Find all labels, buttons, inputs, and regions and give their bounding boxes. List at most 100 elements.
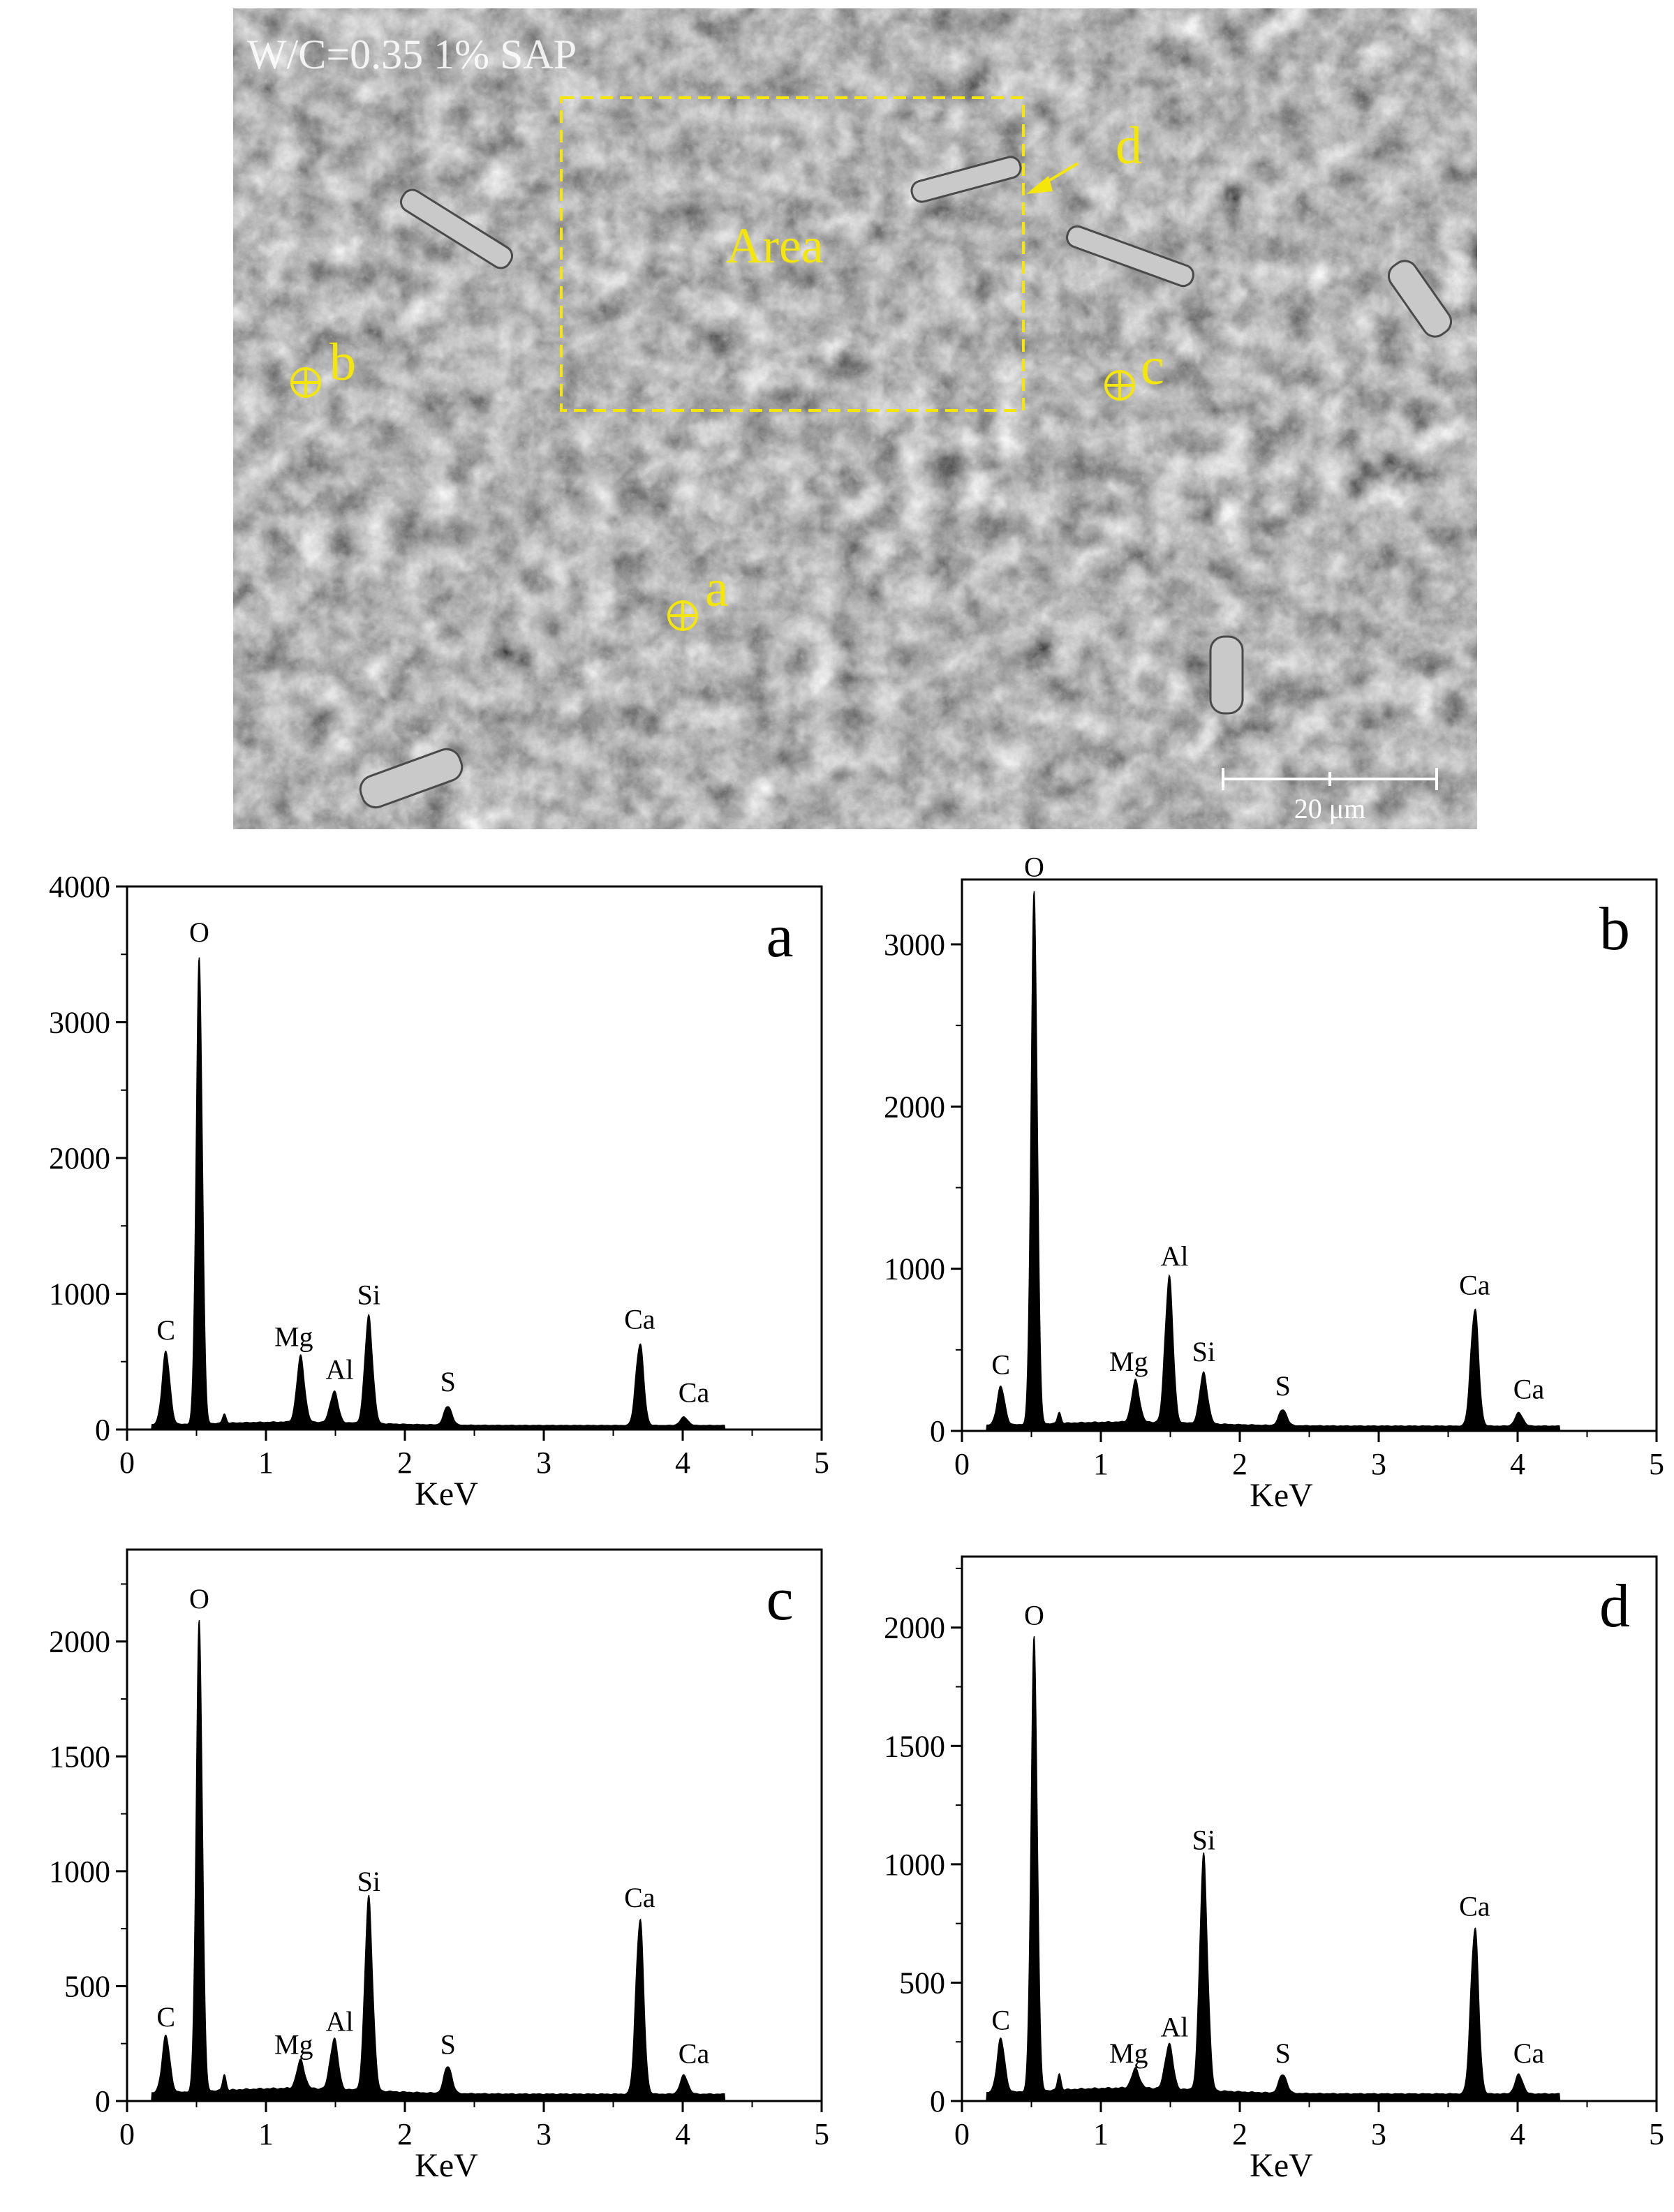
x-tick-label: 5 — [814, 2117, 829, 2151]
peak-label-o: O — [189, 916, 209, 948]
label-b: b — [329, 333, 356, 392]
x-tick-label: 4 — [1510, 2117, 1525, 2151]
label-d: d — [1116, 117, 1142, 175]
x-tick-label: 4 — [675, 2117, 690, 2151]
y-tick-label: 0 — [930, 2084, 945, 2118]
peak-label-s: S — [440, 1366, 456, 1397]
label-c: c — [1141, 337, 1164, 396]
x-tick-label: 4 — [675, 1446, 690, 1480]
sem-micrograph: Area a b c d W/C=0.35 1% SAP 20 μm — [233, 8, 1477, 829]
x-tick-label: 1 — [1093, 1447, 1109, 1481]
spectrum-area — [143, 1619, 766, 2102]
peak-label-mg: Mg — [274, 2029, 313, 2061]
panel-letter: a — [766, 903, 793, 970]
x-tick-label: 0 — [954, 2117, 970, 2151]
eds-spectrum-a: 0 1 2 3 4 5 0 1000 2000 3000 4000 KeV a C O Mg Al Si S Ca Ca — [0, 866, 838, 1529]
spectrum-area — [143, 957, 766, 1430]
sem-annotations — [290, 96, 1135, 631]
eds-spectrum-c: 0 1 2 3 4 5 0 500 1000 1500 2000 KeV c C O Mg Al Si S Ca Ca — [0, 1536, 838, 2209]
y-tick-label: 0 — [930, 1414, 945, 1448]
eds-spectrum-d: 0 1 2 3 4 5 0 500 1000 1500 2000 KeV d C O Mg Al Si S Ca Ca — [836, 1536, 1674, 2209]
peak-label-ca: Ca — [1459, 1270, 1490, 1301]
peak-label-s: S — [440, 2029, 456, 2061]
peak-label-ca: Ca — [679, 1376, 710, 1408]
scale-bar — [1222, 768, 1438, 790]
peak-label-ca: Ca — [1513, 1373, 1545, 1404]
plot-frame — [961, 878, 1658, 1432]
x-tick-label: 2 — [397, 1446, 413, 1480]
eds-spectrum-d-svg: 0 1 2 3 4 5 0 500 1000 1500 2000 KeV d C O Mg Al Si S Ca Ca — [884, 1555, 1664, 2184]
peak-label-o: O — [1024, 1599, 1044, 1631]
peak-label-ca: Ca — [624, 1303, 655, 1335]
peak-label-mg: Mg — [1109, 2037, 1148, 2069]
x-axis-title: KeV — [1250, 2147, 1313, 2184]
x-tick-label: 1 — [258, 1446, 274, 1480]
peak-label-al: Al — [326, 1353, 354, 1385]
eds-spectrum-b: 0 1 2 3 4 5 0 1000 2000 3000 KeV b C O Mg Al Si S Ca Ca — [836, 851, 1674, 1529]
peak-label-si: Si — [357, 1279, 380, 1310]
y-tick-label: 0 — [95, 2084, 110, 2118]
peak-label-o: O — [189, 1583, 209, 1615]
x-tick-label: 2 — [1232, 1447, 1247, 1481]
y-tick-label: 4000 — [49, 870, 110, 904]
x-tick-label: 3 — [536, 2117, 551, 2151]
label-area: Area — [726, 218, 824, 274]
peak-label-ca: Ca — [624, 1882, 655, 1913]
peak-label-s: S — [1275, 2037, 1291, 2069]
spectrum-area — [978, 1636, 1601, 2102]
x-tick-label: 1 — [258, 2117, 274, 2151]
y-tick-label: 500 — [64, 1969, 110, 2003]
spectrum-area — [978, 891, 1601, 1432]
crystal-rods — [359, 156, 1453, 809]
eds-spectrum-b-svg: 0 1 2 3 4 5 0 1000 2000 3000 KeV b C O Mg Al Si S Ca Ca — [884, 851, 1664, 1514]
peak-label-c: C — [156, 1314, 175, 1346]
peak-label-mg: Mg — [274, 1321, 313, 1353]
panel-letter: c — [766, 1566, 793, 1633]
x-tick-label: 5 — [814, 1446, 829, 1480]
panel-letter: d — [1599, 1573, 1630, 1640]
y-tick-label: 1000 — [884, 1252, 945, 1286]
y-tick-label: 1500 — [884, 1729, 945, 1763]
x-tick-label: 1 — [1093, 2117, 1109, 2151]
eds-spectrum-a-svg: 0 1 2 3 4 5 0 1000 2000 3000 4000 KeV a C O Mg Al Si S Ca Ca — [49, 870, 829, 1513]
peak-label-ca: Ca — [1459, 1891, 1490, 1922]
y-tick-label: 2000 — [49, 1141, 110, 1175]
peak-label-ca: Ca — [1513, 2037, 1545, 2069]
x-tick-label: 3 — [1371, 2117, 1386, 2151]
y-tick-label: 3000 — [49, 1006, 110, 1040]
peak-label-c: C — [991, 1349, 1010, 1381]
x-tick-label: 2 — [1232, 2117, 1247, 2151]
peak-label-c: C — [991, 2004, 1010, 2035]
plot-frame — [126, 1548, 823, 2102]
y-tick-label: 1000 — [49, 1277, 110, 1312]
area-box — [560, 96, 1025, 412]
y-tick-label: 2000 — [49, 1625, 110, 1659]
y-tick-label: 1500 — [49, 1739, 110, 1774]
x-axis-title: KeV — [1250, 1477, 1313, 1514]
x-tick-label: 3 — [1371, 1447, 1386, 1481]
sem-image-canvas: Area a b c d W/C=0.35 1% SAP 20 μm — [233, 8, 1477, 829]
y-tick-label: 1000 — [49, 1855, 110, 1889]
peak-label-si: Si — [1192, 1336, 1215, 1367]
x-tick-label: 5 — [1649, 2117, 1664, 2151]
peak-label-si: Si — [1192, 1825, 1215, 1856]
sem-caption: W/C=0.35 1% SAP — [247, 31, 577, 77]
peak-label-al: Al — [1161, 1240, 1189, 1272]
x-tick-label: 0 — [119, 1446, 135, 1480]
label-a: a — [705, 559, 729, 618]
peak-label-o: O — [1024, 851, 1044, 882]
peak-label-al: Al — [326, 2006, 354, 2037]
y-tick-label: 3000 — [884, 928, 945, 962]
x-tick-label: 0 — [954, 1447, 970, 1481]
plot-frame — [961, 1555, 1658, 2102]
peak-label-si: Si — [357, 1866, 380, 1897]
scale-bar-label: 20 μm — [1294, 793, 1366, 824]
y-tick-label: 500 — [899, 1966, 945, 2000]
x-axis-title: KeV — [415, 1476, 478, 1513]
y-tick-label: 1000 — [884, 1848, 945, 1882]
plot-frame — [126, 885, 823, 1431]
peak-label-mg: Mg — [1109, 1346, 1148, 1377]
y-tick-label: 0 — [95, 1413, 110, 1447]
x-axis-title: KeV — [415, 2147, 478, 2184]
peak-label-s: S — [1275, 1370, 1291, 1402]
